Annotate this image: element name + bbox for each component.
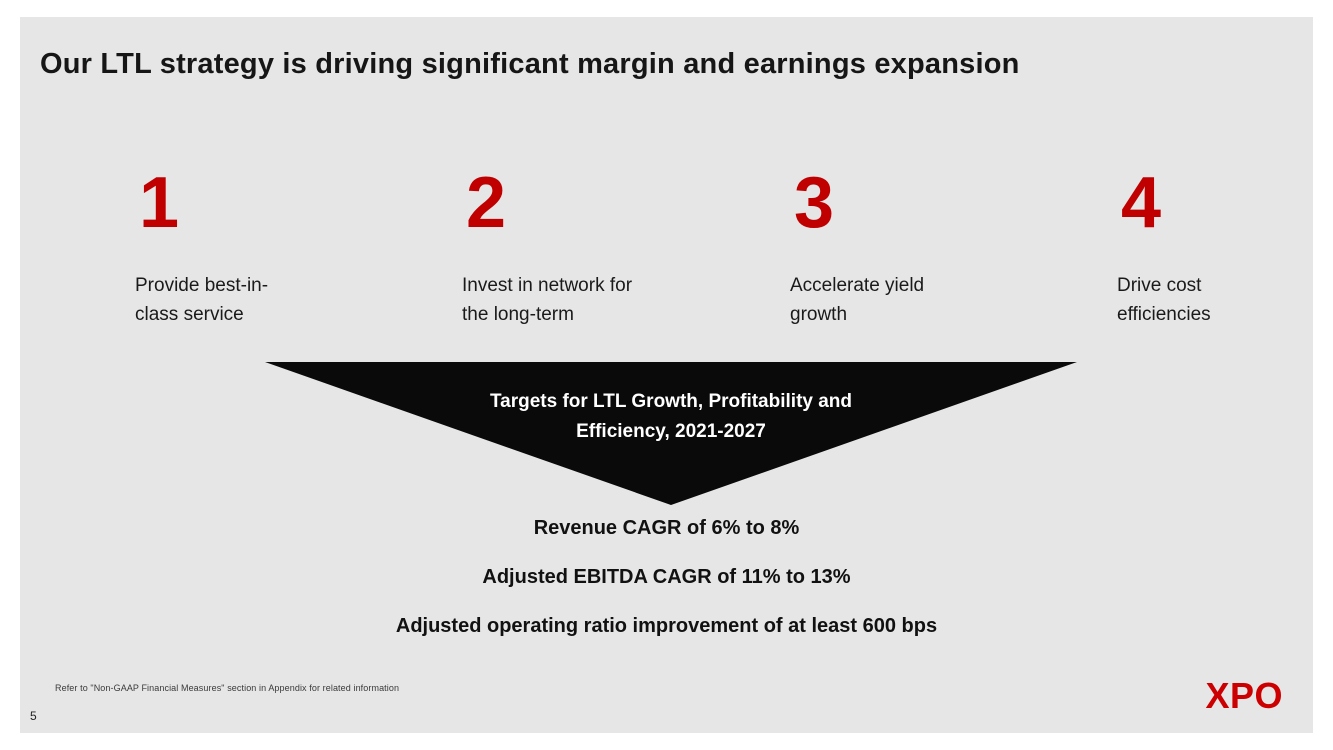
pillar-3-number: 3: [794, 163, 835, 243]
slide-title: Our LTL strategy is driving significant …: [40, 48, 1020, 80]
targets-list: Revenue CAGR of 6% to 8% Adjusted EBITDA…: [20, 517, 1313, 664]
funnel-arrow: Targets for LTL Growth, Profitability an…: [265, 362, 1077, 505]
pillar-1-label: Provide best-in-class service: [135, 275, 269, 326]
funnel-caption: Targets for LTL Growth, Profitability an…: [265, 387, 1077, 448]
footnote: Refer to "Non-GAAP Financial Measures" s…: [55, 683, 400, 693]
target-operating-ratio: Adjusted operating ratio improvement of …: [395, 615, 938, 637]
pillar-1: 1 Provide best-in-class service: [135, 167, 335, 330]
pillar-2-number: 2: [466, 163, 507, 243]
funnel-caption-line1: Targets for LTL Growth, Profitability an…: [489, 391, 853, 412]
pillar-2-label: Invest in network for the long-term: [462, 275, 633, 326]
slide: Our LTL strategy is driving significant …: [20, 17, 1313, 733]
pillar-4-number: 4: [1121, 163, 1162, 243]
pillar-4: 4 Drive cost efficiencies: [1117, 167, 1317, 330]
page-number: 5: [30, 709, 37, 723]
pillar-4-label: Drive cost efficiencies: [1117, 275, 1211, 326]
pillar-3: 3 Accelerate yield growth: [790, 167, 990, 330]
xpo-logo: XPO: [1205, 675, 1283, 716]
pillar-1-number: 1: [139, 163, 180, 243]
target-ebitda-cagr: Adjusted EBITDA CAGR of 11% to 13%: [482, 566, 851, 588]
target-revenue-cagr: Revenue CAGR of 6% to 8%: [533, 517, 800, 539]
pillar-2: 2 Invest in network for the long-term: [462, 167, 662, 330]
funnel-caption-line2: Efficiency, 2021-2027: [576, 421, 766, 443]
pillar-3-label: Accelerate yield growth: [790, 275, 925, 326]
